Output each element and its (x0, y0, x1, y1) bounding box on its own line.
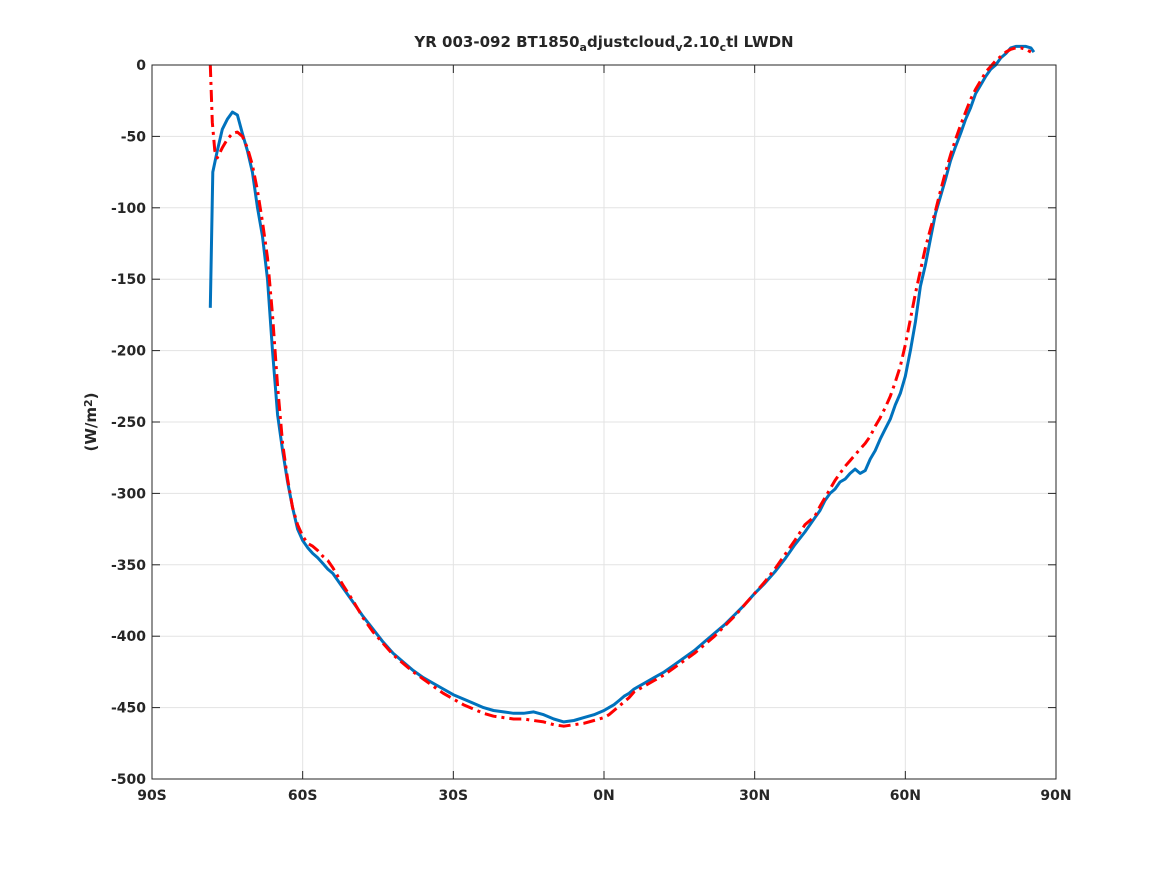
y-axis-label: (W/m2) (82, 392, 100, 451)
title-subscript: v (675, 41, 683, 54)
x-tick-label: 90S (137, 788, 167, 804)
y-tick-label: -200 (111, 344, 146, 360)
title-subscript: c (720, 41, 727, 54)
title-segment: 2.10 (683, 33, 720, 51)
series-layer (208, 44, 1036, 728)
x-tick-label: 30N (739, 788, 770, 804)
y-tick-label: -100 (111, 201, 146, 217)
y-tick-label: -150 (111, 272, 146, 288)
y-label-text: ) (82, 392, 100, 399)
y-tick-label: -50 (121, 129, 147, 145)
x-tick-labels: 90S 60S 30S 0N 30N 60N 90N (137, 788, 1071, 804)
y-tick-label: -300 (111, 486, 146, 502)
title-subscript: a (580, 41, 587, 54)
chart-title: YR 003-092 BT1850adjustcloudv2.10ctl LWD… (413, 33, 793, 54)
y-tick-labels: 0 -50 -100 -150 -200 -250 -300 -350 -400 -450 -500 (111, 58, 146, 788)
series-2-line (208, 46, 1032, 728)
y-label-superscript: 2 (82, 399, 95, 407)
x-tick-label: 30S (439, 788, 469, 804)
title-segment: djustcloud (587, 33, 675, 51)
y-tick-label: 0 (136, 58, 146, 74)
y-tick-label: -500 (111, 772, 146, 788)
title-segment: tl LWDN (726, 33, 793, 51)
x-tick-label: 60S (288, 788, 318, 804)
y-tick-label: -450 (111, 701, 146, 717)
y-tick-label: -250 (111, 415, 146, 431)
x-tick-label: 0N (593, 788, 614, 804)
y-tick-label: -400 (111, 629, 146, 645)
title-segment: YR 003-092 BT1850 (413, 33, 579, 51)
x-tick-label: 90N (1040, 788, 1071, 804)
plot-area: 90S 60S 30S 0N 30N 60N 90N 0 -50 -100 -150 -200 -25… (111, 44, 1072, 804)
grid (152, 65, 1056, 779)
x-tick-label: 60N (890, 788, 921, 804)
y-label-text: (W/m (82, 407, 100, 452)
ticks (151, 64, 1057, 780)
y-tick-label: -350 (111, 558, 146, 574)
